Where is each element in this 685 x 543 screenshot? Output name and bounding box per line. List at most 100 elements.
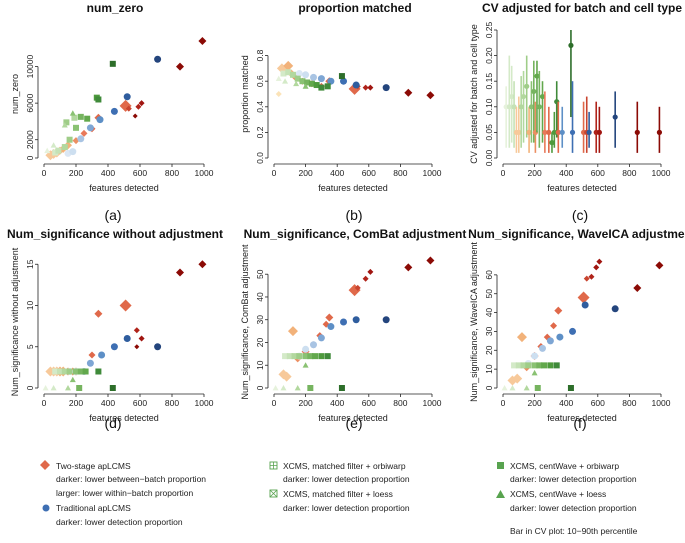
data-point	[553, 362, 560, 369]
cv-median-point	[531, 88, 537, 95]
data-point	[302, 353, 309, 360]
data-point	[55, 147, 62, 154]
y-tick-label: 5	[25, 344, 35, 349]
data-point	[516, 332, 527, 343]
x-tick-label: 1000	[195, 168, 214, 178]
data-point	[52, 149, 59, 156]
x-tick-label: 800	[622, 398, 636, 408]
cv-median-point	[528, 104, 535, 110]
data-point	[539, 344, 546, 352]
data-point	[176, 268, 184, 277]
y-tick-label: 0.0	[255, 152, 265, 164]
legend-matched-loess-label: XCMS, matched filter + loess	[283, 489, 393, 499]
legend-centwave-orbi-label: XCMS, centWave + orbiwarp	[510, 461, 619, 471]
x-tick-label: 1000	[423, 398, 442, 408]
data-point	[287, 326, 298, 337]
data-point	[531, 362, 538, 369]
data-point	[324, 83, 331, 90]
legend-matched-loess-cross	[269, 489, 278, 498]
legend-matched-note-1: darker: lower detection proportion	[283, 474, 410, 484]
x-tick-label: 1000	[652, 168, 671, 178]
data-point	[583, 275, 590, 282]
data-point	[52, 368, 59, 375]
x-tick-label: 0	[501, 168, 506, 178]
x-tick-label: 400	[101, 168, 115, 178]
cv-median-point	[534, 73, 540, 79]
data-point	[132, 113, 138, 119]
y-axis-label: CV adjusted for batch and cell type	[469, 24, 479, 164]
data-point	[154, 55, 162, 63]
data-point	[633, 284, 642, 293]
data-point	[138, 335, 145, 342]
data-point	[119, 99, 132, 112]
data-point	[531, 352, 539, 360]
x-tick-label: 200	[299, 398, 313, 408]
data-point	[325, 313, 334, 322]
x-tick-label: 600	[362, 168, 376, 178]
data-point	[282, 78, 289, 84]
data-point	[198, 36, 207, 45]
data-point	[176, 62, 184, 71]
data-point	[426, 256, 435, 265]
data-point	[509, 385, 516, 391]
legend-matched-note-2: darker: lower detection proportion	[283, 503, 410, 513]
panel-label-f: (f)	[573, 415, 586, 431]
x-tick-label: 200	[299, 168, 313, 178]
x-tick-label: 800	[622, 168, 636, 178]
legend-traditional-note: darker: lower detection proportion	[56, 517, 183, 527]
y-tick-label: 10000	[25, 54, 35, 78]
data-point	[404, 263, 413, 272]
data-point	[123, 93, 131, 101]
x-tick-label: 600	[591, 398, 605, 408]
data-point	[293, 80, 300, 87]
data-point	[63, 119, 70, 126]
data-point	[133, 327, 140, 334]
x-tick-label: 1000	[652, 398, 671, 408]
data-point	[285, 69, 292, 76]
data-point	[94, 309, 103, 318]
x-tick-label: 800	[393, 168, 407, 178]
data-point	[275, 91, 282, 97]
data-point	[317, 334, 325, 342]
y-tick-label: 0.05	[484, 124, 494, 141]
data-point	[302, 83, 309, 89]
data-point	[138, 100, 145, 107]
y-tick-label: 2000	[25, 130, 35, 149]
legend-two-stage-note-1: darker: lower between−batch proportion	[56, 474, 206, 484]
cv-median-point	[536, 104, 542, 110]
panel-label-e: (e)	[345, 415, 362, 431]
data-point	[304, 79, 311, 86]
y-tick-label: 0.10	[484, 98, 494, 115]
x-axis-label: features detected	[318, 183, 388, 193]
data-point	[44, 147, 51, 154]
y-tick-label: 50	[255, 269, 265, 279]
y-tick-label: 6000	[25, 93, 35, 112]
data-point	[581, 301, 589, 309]
legend-centwave-loess-marker	[496, 490, 505, 498]
data-point	[362, 84, 369, 91]
cv-median-point	[524, 83, 530, 89]
data-point	[523, 385, 530, 391]
y-tick-label: 0	[25, 385, 35, 390]
data-point	[286, 353, 293, 360]
x-tick-label: 400	[330, 168, 344, 178]
y-axis-label: Num_significance, WaveICA adjustment	[469, 242, 479, 402]
x-tick-label: 200	[528, 168, 542, 178]
data-point	[280, 385, 287, 391]
data-point	[299, 78, 306, 85]
x-tick-label: 600	[133, 398, 147, 408]
legend-traditional-label: Traditional apLCMS	[56, 503, 131, 513]
cv-median-point	[516, 129, 522, 135]
data-point	[569, 327, 577, 335]
data-point	[86, 124, 94, 132]
y-axis-label: Num_significance without adjustment	[10, 247, 20, 396]
x-axis-label: features detected	[547, 183, 617, 193]
panel-label-d: (d)	[104, 415, 121, 431]
y-tick-label: 60	[484, 270, 494, 280]
legend-two-stage-marker	[40, 460, 50, 470]
data-point	[318, 353, 325, 360]
data-point	[511, 362, 518, 369]
x-tick-label: 1000	[195, 398, 214, 408]
data-point	[95, 368, 102, 375]
